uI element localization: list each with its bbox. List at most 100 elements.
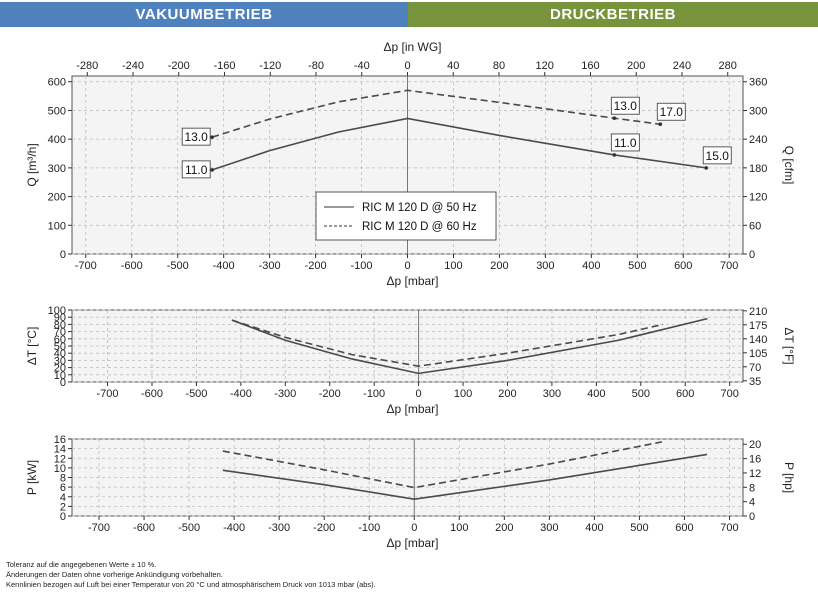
y-tick-label: 600 <box>48 77 66 89</box>
x-tick-label: 500 <box>630 522 648 534</box>
x-tick-label: -400 <box>223 522 245 534</box>
x2-tick-label: 80 <box>493 60 505 72</box>
series-line-50hz <box>231 317 708 375</box>
x-tick-label: 600 <box>674 260 692 272</box>
x2-tick-label: -160 <box>214 60 236 72</box>
y-tick-label: 30 <box>54 355 66 367</box>
x2-axis-label: Δp [in WG] <box>383 40 441 54</box>
y2-tick-label: 0 <box>749 249 755 261</box>
x-tick-label: 300 <box>536 260 554 272</box>
x-tick-label: 300 <box>543 388 561 400</box>
x-tick-label: -400 <box>230 388 252 400</box>
vacuum-mode-label: VAKUUMBETRIEB <box>135 6 273 23</box>
y-tick-label: 90 <box>54 312 66 324</box>
x-tick-label: -200 <box>305 260 327 272</box>
annotation-label: 13.0 <box>184 130 208 144</box>
annotation-box <box>656 102 686 121</box>
x-tick-label: 0 <box>404 260 410 272</box>
x-tick-label: 0 <box>411 522 417 534</box>
annotation-box <box>181 127 211 146</box>
y2-tick-label: 210 <box>749 306 767 318</box>
y2-tick-label: 0 <box>749 511 755 523</box>
x-tick-label: 600 <box>675 522 693 534</box>
annotation-point <box>210 135 214 139</box>
x2-tick-label: 40 <box>447 60 459 72</box>
vacuum-mode-header: VAKUUMBETRIEB <box>0 2 408 27</box>
y-tick-label: 6 <box>60 482 66 494</box>
y-tick-label: 0 <box>60 249 66 261</box>
x-tick-label: -300 <box>274 388 296 400</box>
x-tick-label: 400 <box>585 522 603 534</box>
annotation-box <box>610 133 640 152</box>
y-tick-label: 0 <box>60 511 66 523</box>
x-tick-label: 0 <box>416 388 422 400</box>
x-tick-label: -100 <box>351 260 373 272</box>
x-tick-label: -100 <box>363 388 385 400</box>
x-tick-label: -600 <box>141 388 163 400</box>
annotation-box <box>702 146 732 165</box>
annotation-box <box>181 160 211 179</box>
x-tick-label: -500 <box>167 260 189 272</box>
y2-tick-label: 120 <box>749 192 767 204</box>
y2-tick-label: 240 <box>749 134 767 146</box>
y2-axis-label: Q [cfm] <box>782 146 796 185</box>
x-tick-label: 700 <box>720 388 738 400</box>
y-tick-label: 100 <box>48 305 66 317</box>
x-tick-label: -200 <box>319 388 341 400</box>
annotation-label: 13.0 <box>614 99 638 113</box>
y2-tick-label: 16 <box>749 454 761 466</box>
y2-tick-label: 175 <box>749 320 767 332</box>
annotation-label: 11.0 <box>614 136 637 150</box>
y-axis-label: Q [m³/h] <box>25 143 39 186</box>
x-tick-label: -500 <box>178 522 200 534</box>
y-tick-label: 4 <box>60 492 66 504</box>
series-line-60hz <box>231 319 664 367</box>
x-tick-label: 700 <box>720 260 738 272</box>
y-tick-label: 10 <box>54 370 66 382</box>
x-tick-label: 500 <box>632 388 650 400</box>
y2-tick-label: 20 <box>749 439 761 451</box>
legend-label-60hz: RIC M 120 D @ 60 Hz <box>362 221 477 233</box>
y-tick-label: 300 <box>48 163 66 175</box>
y-tick-label: 2 <box>60 501 66 513</box>
y2-axis-label: P [hp] <box>782 462 796 493</box>
y-tick-label: 80 <box>54 319 66 331</box>
x-axis-label: Δp [mbar] <box>386 536 438 550</box>
y-tick-label: 14 <box>54 444 66 456</box>
y2-tick-label: 4 <box>749 497 755 509</box>
annotation-box <box>610 96 640 115</box>
pressure-mode-header: DRUCKBETRIEB <box>408 2 818 27</box>
y2-axis-label: ΔT [°F] <box>782 327 796 364</box>
x-tick-label: -700 <box>97 388 119 400</box>
annotation-point <box>210 168 214 172</box>
x-tick-label: 600 <box>676 388 694 400</box>
y-tick-label: 40 <box>54 348 66 360</box>
x-axis-label: Δp [mbar] <box>386 402 438 416</box>
x-tick-label: -300 <box>268 522 290 534</box>
x2-tick-label: -280 <box>76 60 98 72</box>
x-tick-label: -200 <box>313 522 335 534</box>
x-tick-label: -500 <box>185 388 207 400</box>
y2-tick-label: 360 <box>749 77 767 89</box>
legend-label-50hz: RIC M 120 D @ 50 Hz <box>362 202 477 214</box>
annotation-label: 17.0 <box>660 105 684 119</box>
x-tick-label: -300 <box>259 260 281 272</box>
y-tick-label: 200 <box>48 192 66 204</box>
series-line-60hz <box>222 441 663 489</box>
y2-tick-label: 180 <box>749 163 767 175</box>
y-tick-label: 10 <box>54 463 66 475</box>
x-tick-label: -700 <box>75 260 97 272</box>
x-tick-label: 200 <box>498 388 516 400</box>
x-tick-label: 300 <box>540 522 558 534</box>
x2-tick-label: 0 <box>404 60 410 72</box>
x2-tick-label: 160 <box>581 60 599 72</box>
x-tick-label: 200 <box>490 260 508 272</box>
annotation-point <box>658 122 663 127</box>
x-axis-label: Δp [mbar] <box>386 274 438 288</box>
y-tick-label: 60 <box>54 334 66 346</box>
x-tick-label: 200 <box>495 522 513 534</box>
y2-tick-label: 12 <box>749 468 761 480</box>
x-tick-label: 100 <box>454 388 472 400</box>
x-tick-label: -700 <box>88 522 110 534</box>
x-tick-label: 700 <box>720 522 738 534</box>
